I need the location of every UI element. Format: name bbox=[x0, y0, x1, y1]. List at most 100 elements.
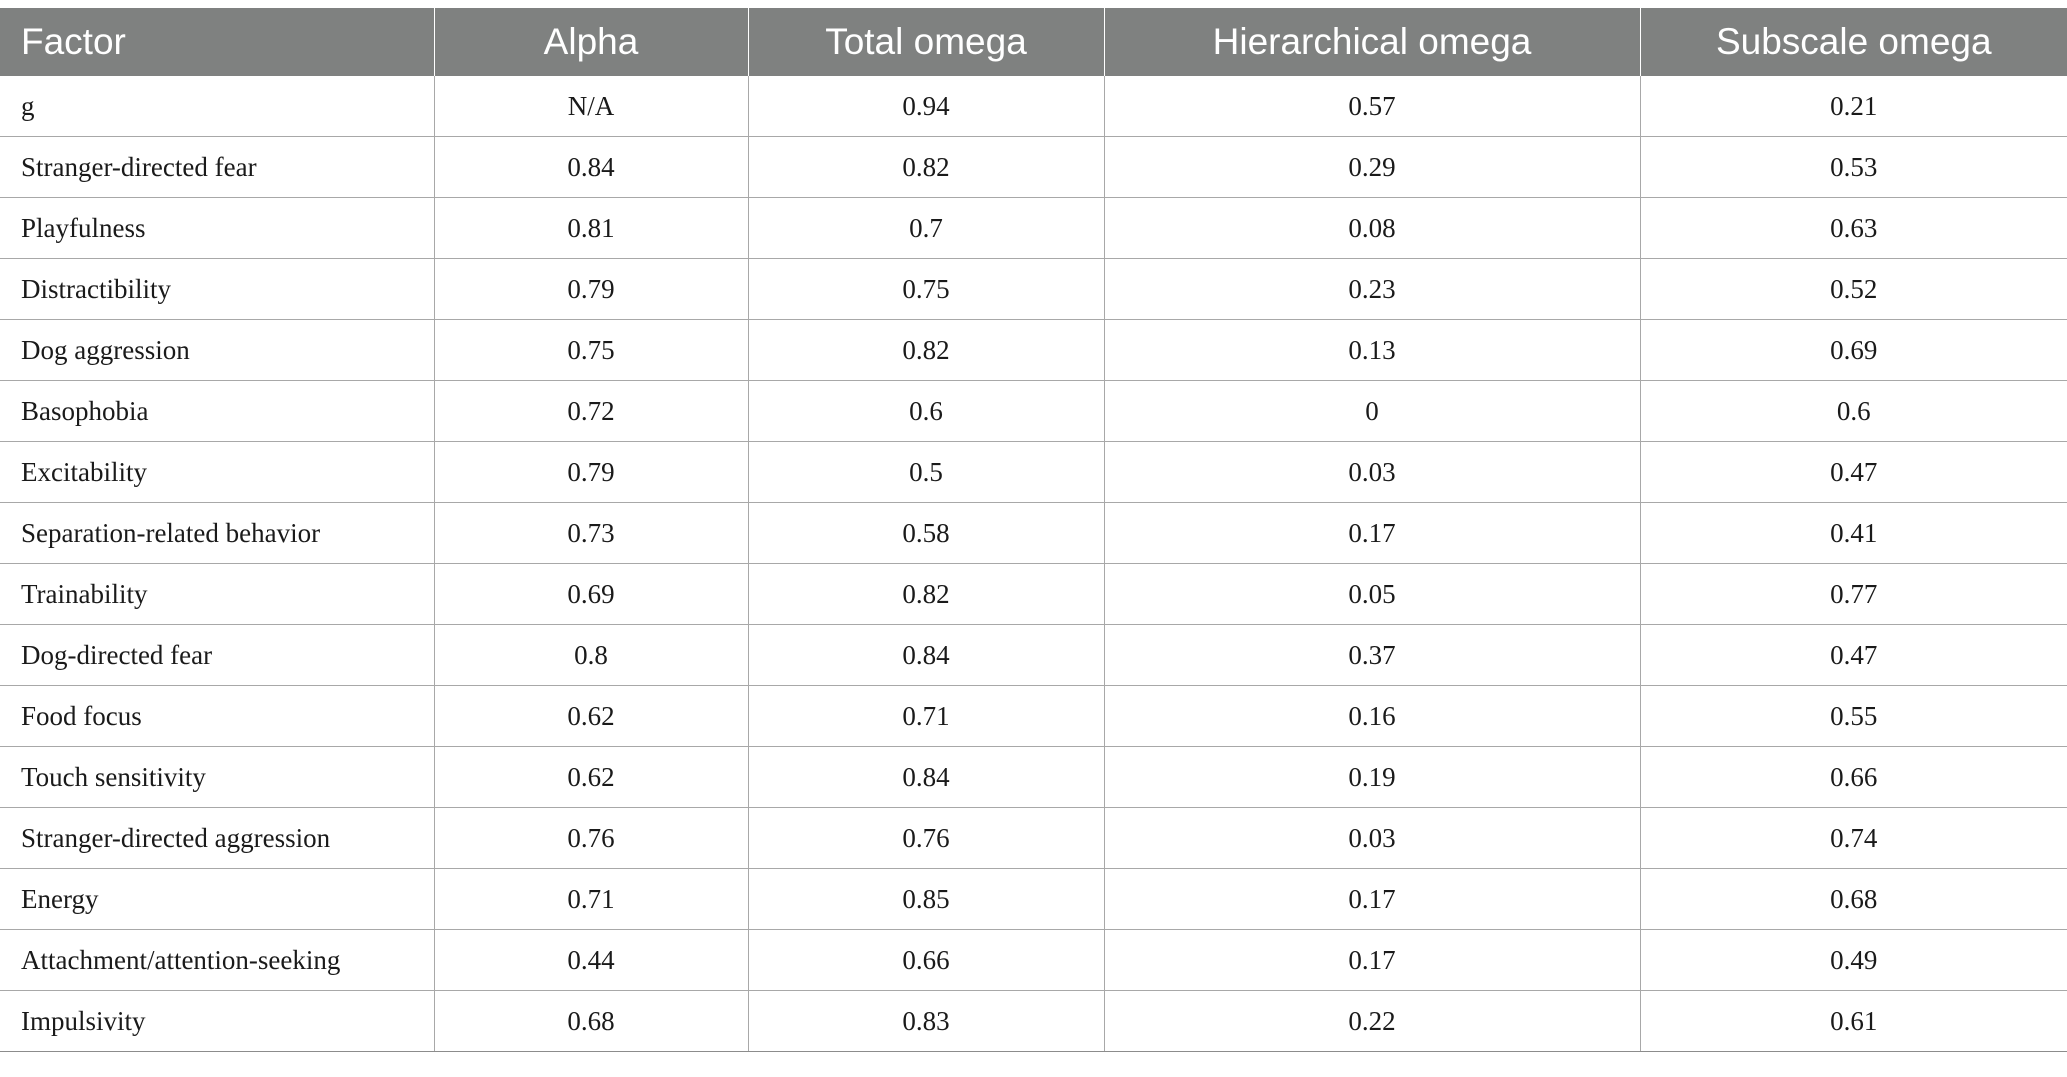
cell-total-omega: 0.84 bbox=[747, 624, 1104, 686]
cell-factor: Dog-directed fear bbox=[0, 624, 434, 686]
table-row: Dog aggression 0.75 0.82 0.13 0.69 bbox=[0, 319, 2067, 381]
cell-hierarchical-omega: 0.29 bbox=[1103, 136, 1640, 198]
header-subscale-omega: Subscale omega bbox=[1639, 8, 2067, 76]
header-hierarchical-omega: Hierarchical omega bbox=[1103, 8, 1640, 76]
cell-factor: g bbox=[0, 76, 434, 137]
cell-alpha: 0.62 bbox=[433, 746, 748, 808]
cell-alpha: 0.81 bbox=[433, 197, 748, 259]
cell-total-omega: 0.7 bbox=[747, 197, 1104, 259]
cell-subscale-omega: 0.21 bbox=[1639, 76, 2067, 137]
table-row: Stranger-directed aggression 0.76 0.76 0… bbox=[0, 807, 2067, 869]
cell-hierarchical-omega: 0.08 bbox=[1103, 197, 1640, 259]
cell-hierarchical-omega: 0.57 bbox=[1103, 76, 1640, 137]
cell-alpha: 0.79 bbox=[433, 441, 748, 503]
table-row: Excitability 0.79 0.5 0.03 0.47 bbox=[0, 441, 2067, 503]
cell-subscale-omega: 0.47 bbox=[1639, 441, 2067, 503]
cell-alpha: 0.79 bbox=[433, 258, 748, 320]
cell-hierarchical-omega: 0 bbox=[1103, 380, 1640, 442]
table-row: Dog-directed fear 0.8 0.84 0.37 0.47 bbox=[0, 624, 2067, 686]
cell-factor: Playfulness bbox=[0, 197, 434, 259]
cell-hierarchical-omega: 0.16 bbox=[1103, 685, 1640, 747]
cell-subscale-omega: 0.41 bbox=[1639, 502, 2067, 564]
table-row: Energy 0.71 0.85 0.17 0.68 bbox=[0, 868, 2067, 930]
cell-total-omega: 0.84 bbox=[747, 746, 1104, 808]
table-body: g N/A 0.94 0.57 0.21 Stranger-directed f… bbox=[0, 76, 2067, 1052]
cell-hierarchical-omega: 0.17 bbox=[1103, 502, 1640, 564]
header-alpha: Alpha bbox=[433, 8, 748, 76]
cell-factor: Distractibility bbox=[0, 258, 434, 320]
cell-total-omega: 0.58 bbox=[747, 502, 1104, 564]
cell-total-omega: 0.94 bbox=[747, 76, 1104, 137]
cell-hierarchical-omega: 0.22 bbox=[1103, 990, 1640, 1052]
cell-subscale-omega: 0.68 bbox=[1639, 868, 2067, 930]
cell-subscale-omega: 0.52 bbox=[1639, 258, 2067, 320]
cell-factor: Trainability bbox=[0, 563, 434, 625]
cell-factor: Touch sensitivity bbox=[0, 746, 434, 808]
cell-hierarchical-omega: 0.17 bbox=[1103, 868, 1640, 930]
table-row: Separation-related behavior 0.73 0.58 0.… bbox=[0, 502, 2067, 564]
table-row: Trainability 0.69 0.82 0.05 0.77 bbox=[0, 563, 2067, 625]
cell-subscale-omega: 0.53 bbox=[1639, 136, 2067, 198]
cell-subscale-omega: 0.69 bbox=[1639, 319, 2067, 381]
table-row: Food focus 0.62 0.71 0.16 0.55 bbox=[0, 685, 2067, 747]
cell-hierarchical-omega: 0.37 bbox=[1103, 624, 1640, 686]
table-row: Attachment/attention-seeking 0.44 0.66 0… bbox=[0, 929, 2067, 991]
cell-hierarchical-omega: 0.05 bbox=[1103, 563, 1640, 625]
table-row: Distractibility 0.79 0.75 0.23 0.52 bbox=[0, 258, 2067, 320]
cell-factor: Dog aggression bbox=[0, 319, 434, 381]
cell-total-omega: 0.82 bbox=[747, 319, 1104, 381]
cell-alpha: 0.76 bbox=[433, 807, 748, 869]
cell-factor: Stranger-directed fear bbox=[0, 136, 434, 198]
cell-subscale-omega: 0.55 bbox=[1639, 685, 2067, 747]
cell-total-omega: 0.71 bbox=[747, 685, 1104, 747]
cell-factor: Separation-related behavior bbox=[0, 502, 434, 564]
cell-alpha: 0.75 bbox=[433, 319, 748, 381]
cell-alpha: 0.73 bbox=[433, 502, 748, 564]
cell-factor: Excitability bbox=[0, 441, 434, 503]
cell-alpha: 0.62 bbox=[433, 685, 748, 747]
cell-total-omega: 0.85 bbox=[747, 868, 1104, 930]
cell-alpha: 0.69 bbox=[433, 563, 748, 625]
cell-alpha: 0.8 bbox=[433, 624, 748, 686]
cell-total-omega: 0.5 bbox=[747, 441, 1104, 503]
cell-total-omega: 0.82 bbox=[747, 563, 1104, 625]
reliability-table: Factor Alpha Total omega Hierarchical om… bbox=[0, 8, 2067, 1052]
cell-hierarchical-omega: 0.13 bbox=[1103, 319, 1640, 381]
cell-alpha: 0.68 bbox=[433, 990, 748, 1052]
table-row: Playfulness 0.81 0.7 0.08 0.63 bbox=[0, 197, 2067, 259]
cell-factor: Food focus bbox=[0, 685, 434, 747]
cell-total-omega: 0.76 bbox=[747, 807, 1104, 869]
cell-alpha: 0.71 bbox=[433, 868, 748, 930]
cell-subscale-omega: 0.47 bbox=[1639, 624, 2067, 686]
cell-total-omega: 0.66 bbox=[747, 929, 1104, 991]
cell-factor: Stranger-directed aggression bbox=[0, 807, 434, 869]
cell-subscale-omega: 0.63 bbox=[1639, 197, 2067, 259]
cell-hierarchical-omega: 0.23 bbox=[1103, 258, 1640, 320]
cell-subscale-omega: 0.49 bbox=[1639, 929, 2067, 991]
table-row: Stranger-directed fear 0.84 0.82 0.29 0.… bbox=[0, 136, 2067, 198]
cell-alpha: 0.84 bbox=[433, 136, 748, 198]
cell-factor: Impulsivity bbox=[0, 990, 434, 1052]
cell-hierarchical-omega: 0.03 bbox=[1103, 441, 1640, 503]
header-factor: Factor bbox=[0, 8, 434, 76]
table-row: Impulsivity 0.68 0.83 0.22 0.61 bbox=[0, 990, 2067, 1052]
header-row: Factor Alpha Total omega Hierarchical om… bbox=[0, 8, 2067, 76]
cell-subscale-omega: 0.74 bbox=[1639, 807, 2067, 869]
cell-alpha: 0.72 bbox=[433, 380, 748, 442]
table-row: g N/A 0.94 0.57 0.21 bbox=[0, 76, 2067, 137]
cell-alpha: N/A bbox=[433, 76, 748, 137]
cell-subscale-omega: 0.77 bbox=[1639, 563, 2067, 625]
table-row: Touch sensitivity 0.62 0.84 0.19 0.66 bbox=[0, 746, 2067, 808]
cell-factor: Energy bbox=[0, 868, 434, 930]
cell-total-omega: 0.6 bbox=[747, 380, 1104, 442]
cell-alpha: 0.44 bbox=[433, 929, 748, 991]
header-total-omega: Total omega bbox=[747, 8, 1104, 76]
cell-hierarchical-omega: 0.03 bbox=[1103, 807, 1640, 869]
cell-total-omega: 0.83 bbox=[747, 990, 1104, 1052]
cell-subscale-omega: 0.61 bbox=[1639, 990, 2067, 1052]
cell-subscale-omega: 0.66 bbox=[1639, 746, 2067, 808]
cell-total-omega: 0.82 bbox=[747, 136, 1104, 198]
cell-factor: Attachment/attention-seeking bbox=[0, 929, 434, 991]
cell-subscale-omega: 0.6 bbox=[1639, 380, 2067, 442]
cell-hierarchical-omega: 0.19 bbox=[1103, 746, 1640, 808]
